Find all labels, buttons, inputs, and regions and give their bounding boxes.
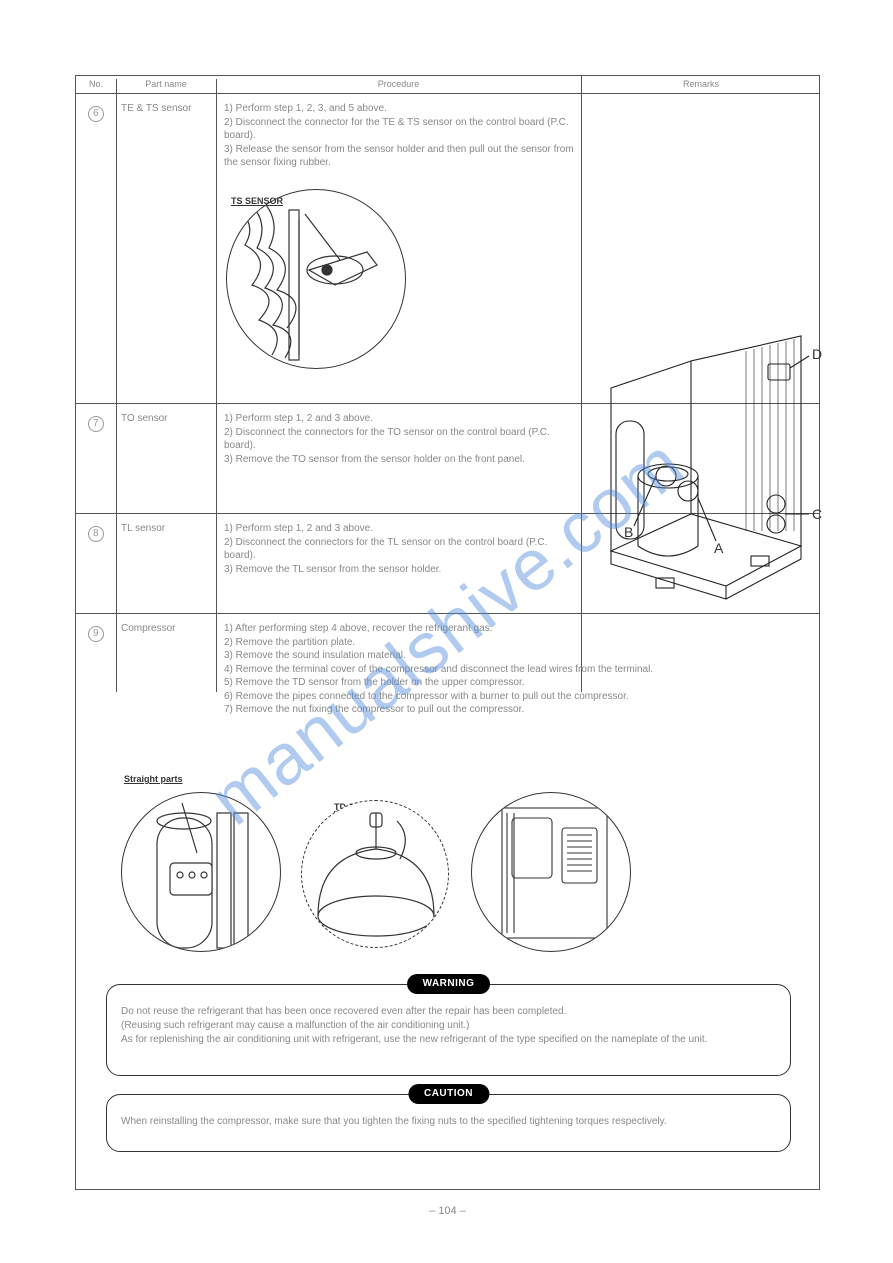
proc-line: 5) Remove the TD sensor from the holder … [224,676,769,690]
partname: TE & TS sensor [121,102,211,115]
proc-line: 1) After performing step 4 above, recove… [224,622,769,636]
ts-sensor-illustration [226,189,406,369]
caution-box: CAUTION When reinstalling the compressor… [106,1094,791,1152]
partname: TL sensor [121,522,211,535]
procedure-text: 1) Perform step 1, 2, 3, and 5 above. 2)… [224,102,574,170]
warning-box: WARNING Do not reuse the refrigerant tha… [106,984,791,1076]
comp-svg-2 [302,801,449,948]
proc-line: 7) Remove the nut fixing the compressor … [224,703,769,717]
proc-line: 3) Remove the TO sensor from the sensor … [224,453,574,467]
partname: Compressor [121,622,211,635]
warning-tag: WARNING [407,974,491,994]
step-number: 9 [93,628,99,639]
col-no: No. [76,79,116,89]
proc-line: 2) Disconnect the connector for the TE &… [224,116,574,143]
procedure-text: 1) After performing step 4 above, recove… [224,622,769,717]
outdoor-unit-illustration: A B C D [596,326,811,606]
callout-b: B [624,524,633,540]
warning-line: (Reusing such refrigerant may cause a ma… [121,1019,776,1033]
col-procedure: Procedure [216,79,581,89]
proc-line: 3) Remove the TL sensor from the sensor … [224,563,574,577]
procedure-text: 1) Perform step 1, 2 and 3 above. 2) Dis… [224,412,574,466]
straight-parts-label: Straight parts [124,774,183,784]
callout-d: D [812,346,822,362]
comp-svg-3 [472,793,631,952]
step-number: 8 [93,528,99,539]
proc-line: 1) Perform step 1, 2 and 3 above. [224,412,574,426]
warning-line: Do not reuse the refrigerant that has be… [121,1005,776,1019]
table-row: 9 Compressor 1) After performing step 4 … [76,614,819,1189]
table-header: No. Part name Procedure Remarks [76,76,819,94]
col-remarks: Remarks [581,79,821,89]
proc-line: 2) Remove the partition plate. [224,636,769,650]
compressor-illustration-2 [301,800,449,948]
page-frame: No. Part name Procedure Remarks 6 TE & T… [75,75,820,1190]
proc-line: 2) Disconnect the connectors for the TO … [224,426,574,453]
proc-line: 4) Remove the terminal cover of the comp… [224,663,769,677]
compressor-illustration-1 [121,792,281,952]
proc-line: 1) Perform step 1, 2 and 3 above. [224,522,574,536]
comp-svg-1 [122,793,281,952]
page-number: – 104 – [76,1205,819,1217]
step-number: 6 [93,108,99,119]
unit-svg [596,326,811,606]
ts-sensor-svg [227,190,406,369]
proc-line: 3) Remove the sound insulation material. [224,649,769,663]
proc-line: 1) Perform step 1, 2, 3, and 5 above. [224,102,574,116]
compressor-illustration-3 [471,792,631,952]
step-number: 7 [93,418,99,429]
caution-line: When reinstalling the compressor, make s… [121,1115,776,1129]
ts-sensor-label: TS SENSOR [231,196,283,206]
partname: TO sensor [121,412,211,425]
col-partname: Part name [116,79,216,89]
caution-tag: CAUTION [408,1084,489,1104]
warning-line: As for replenishing the air conditioning… [121,1033,776,1047]
procedure-text: 1) Perform step 1, 2 and 3 above. 2) Dis… [224,522,574,576]
proc-line: 3) Release the sensor from the sensor ho… [224,143,574,170]
proc-line: 2) Disconnect the connectors for the TL … [224,536,574,563]
callout-a: A [714,540,723,556]
callout-c: C [812,506,822,522]
proc-line: 6) Remove the pipes connected to the com… [224,690,769,704]
